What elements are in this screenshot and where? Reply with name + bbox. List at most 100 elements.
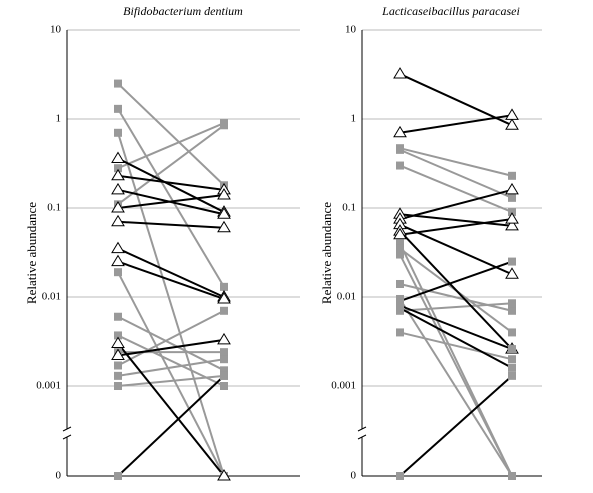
y-tick-label: 0.001	[36, 380, 61, 392]
markers	[393, 67, 519, 480]
square-marker	[508, 355, 516, 364]
axis-break	[357, 434, 367, 440]
pair-line	[399, 304, 513, 350]
square-marker	[396, 297, 404, 306]
triangle-marker	[111, 151, 125, 163]
pair-line	[399, 188, 513, 221]
square-marker	[396, 250, 404, 259]
square-marker	[396, 161, 404, 170]
triangle-marker	[111, 336, 125, 349]
triangle-marker	[393, 125, 407, 138]
axis-break	[62, 426, 72, 432]
pair-line	[117, 194, 225, 209]
square-marker	[114, 331, 122, 340]
triangle-marker	[505, 212, 519, 224]
pair-line	[399, 230, 513, 350]
square-marker	[396, 472, 404, 480]
pair-line	[117, 247, 225, 298]
square-marker	[114, 361, 122, 370]
pair-line	[399, 164, 513, 213]
square-marker	[114, 312, 122, 321]
pair-line	[117, 108, 225, 288]
square-marker	[508, 472, 516, 480]
square-marker	[396, 328, 404, 337]
triangle-marker	[217, 292, 231, 304]
square-marker	[396, 239, 404, 248]
y-tick-label: 0.1	[342, 202, 356, 214]
pair-line	[399, 114, 513, 134]
pair-line	[399, 218, 513, 236]
pair-line	[399, 148, 513, 199]
y-tick-label: 10	[50, 24, 62, 36]
square-marker	[220, 371, 228, 380]
square-marker	[114, 472, 122, 480]
lines	[117, 82, 225, 477]
pair-line	[117, 358, 225, 377]
pair-line	[117, 82, 225, 187]
square-marker	[114, 79, 122, 88]
triangle-marker	[217, 220, 231, 233]
y-tick-label: 0	[351, 470, 357, 482]
square-marker	[220, 282, 228, 291]
square-marker	[220, 348, 228, 357]
triangle-marker	[505, 108, 519, 120]
pair-line	[399, 213, 513, 227]
triangle-marker	[111, 182, 125, 195]
square-marker	[508, 299, 516, 308]
pair-line	[399, 147, 513, 177]
y-axis-label: Relative abundance	[24, 202, 39, 304]
pair-line	[117, 342, 225, 477]
triangle-marker	[505, 118, 519, 130]
lines	[399, 73, 513, 477]
pair-line	[117, 260, 225, 300]
triangle-marker	[111, 348, 125, 361]
triangle-marker	[505, 218, 519, 231]
square-marker	[508, 208, 516, 217]
y-tick-label: 0.01	[42, 291, 61, 303]
square-marker	[396, 244, 404, 253]
pair-line	[117, 309, 225, 367]
triangle-marker	[505, 267, 519, 279]
square-marker	[114, 371, 122, 380]
square-marker	[114, 164, 122, 173]
pair-line	[399, 331, 513, 361]
triangle-marker	[217, 188, 231, 200]
triangle-marker	[217, 332, 231, 345]
y-tick-label: 0.01	[337, 291, 356, 303]
pair-line	[399, 260, 513, 303]
square-marker	[220, 355, 228, 364]
triangle-marker	[217, 207, 231, 219]
pair-line	[117, 174, 225, 191]
pair-line	[117, 124, 225, 206]
triangle-marker	[111, 254, 125, 267]
markers	[111, 79, 231, 481]
pair-line	[117, 122, 225, 170]
square-marker	[220, 366, 228, 375]
chart-title: Bifidobacterium dentium	[123, 4, 243, 18]
square-marker	[508, 328, 516, 337]
pair-line	[117, 374, 225, 387]
triangle-marker	[217, 469, 231, 481]
axis-break	[62, 434, 72, 440]
square-marker	[508, 257, 516, 266]
y-tick-label: 1	[56, 113, 62, 125]
pair-line	[399, 283, 513, 312]
square-marker	[114, 268, 122, 277]
square-marker	[396, 304, 404, 313]
triangle-marker	[111, 168, 125, 181]
square-marker	[508, 371, 516, 380]
square-marker	[114, 104, 122, 113]
square-marker	[508, 306, 516, 315]
y-axis-label: Relative abundance	[319, 202, 334, 304]
pair-line	[117, 157, 225, 213]
square-marker	[396, 145, 404, 154]
y-tick-label: 10	[345, 24, 357, 36]
triangle-marker	[111, 201, 125, 213]
square-marker	[508, 171, 516, 180]
square-marker	[508, 345, 516, 354]
chart-title: Lacticaseibacillus paracasei	[381, 4, 520, 18]
square-marker	[396, 279, 404, 288]
y-tick-label: 0.1	[47, 202, 61, 214]
square-marker	[508, 193, 516, 202]
